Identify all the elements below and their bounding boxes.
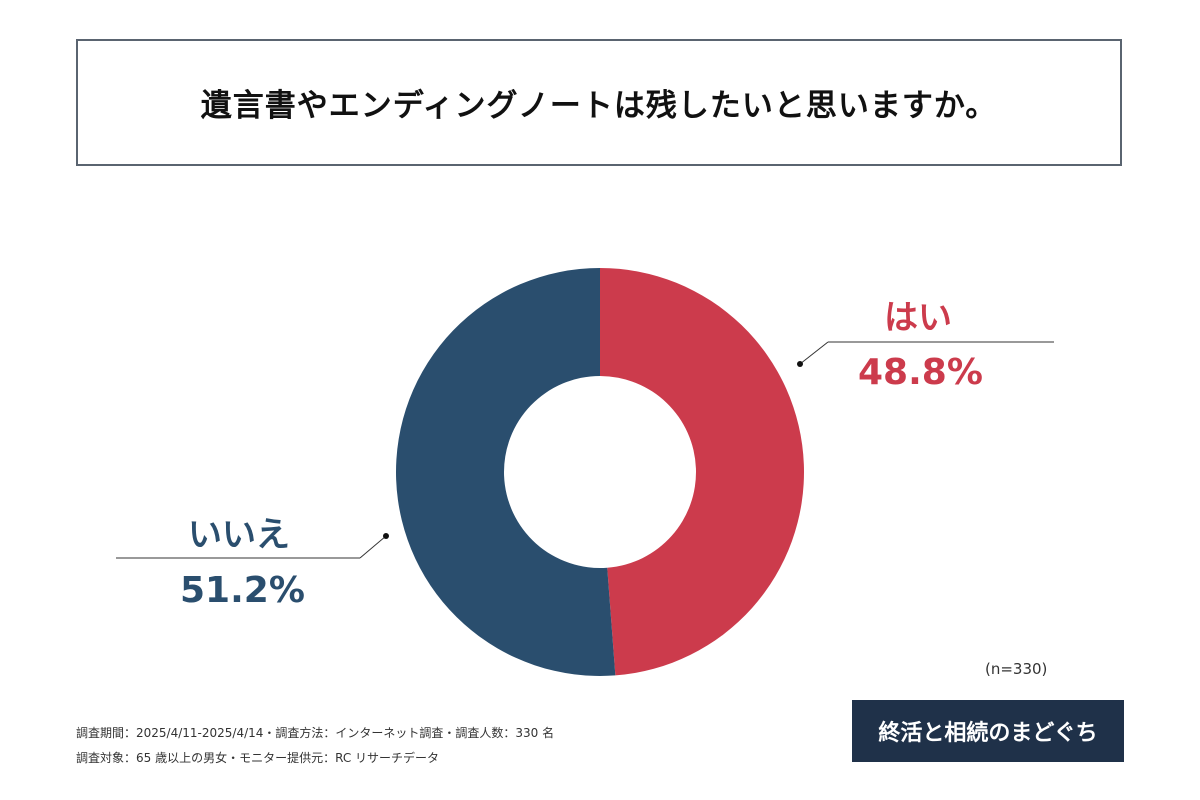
leader-line-no bbox=[359, 535, 387, 559]
footnote-target: 調査対象：65 歳以上の男女・モニター提供元：RC リサーチデータ bbox=[76, 751, 440, 765]
leader-line-yes bbox=[799, 341, 829, 365]
footnote-period: 調査期間：2025/4/11-2025/4/14・調査方法：インターネット調査・… bbox=[76, 726, 555, 740]
title-box: 遺言書やエンディングノートは残したいと思いますか。 bbox=[76, 39, 1122, 166]
donut-slice-yes bbox=[600, 268, 805, 676]
leader-dot-no bbox=[383, 533, 389, 539]
category-label-no: いいえ bbox=[188, 515, 290, 555]
sample-size: (n=330) bbox=[985, 660, 1048, 678]
value-label-no: 51.2% bbox=[180, 570, 305, 611]
value-label-yes: 48.8% bbox=[858, 352, 983, 393]
donut-slice-no bbox=[396, 268, 616, 676]
chart-title: 遺言書やエンディングノートは残したいと思いますか。 bbox=[200, 88, 998, 124]
logo: 終活と相続のまどぐち bbox=[852, 700, 1124, 762]
leader-dot-yes bbox=[797, 361, 803, 367]
category-label-yes: はい bbox=[884, 298, 952, 338]
